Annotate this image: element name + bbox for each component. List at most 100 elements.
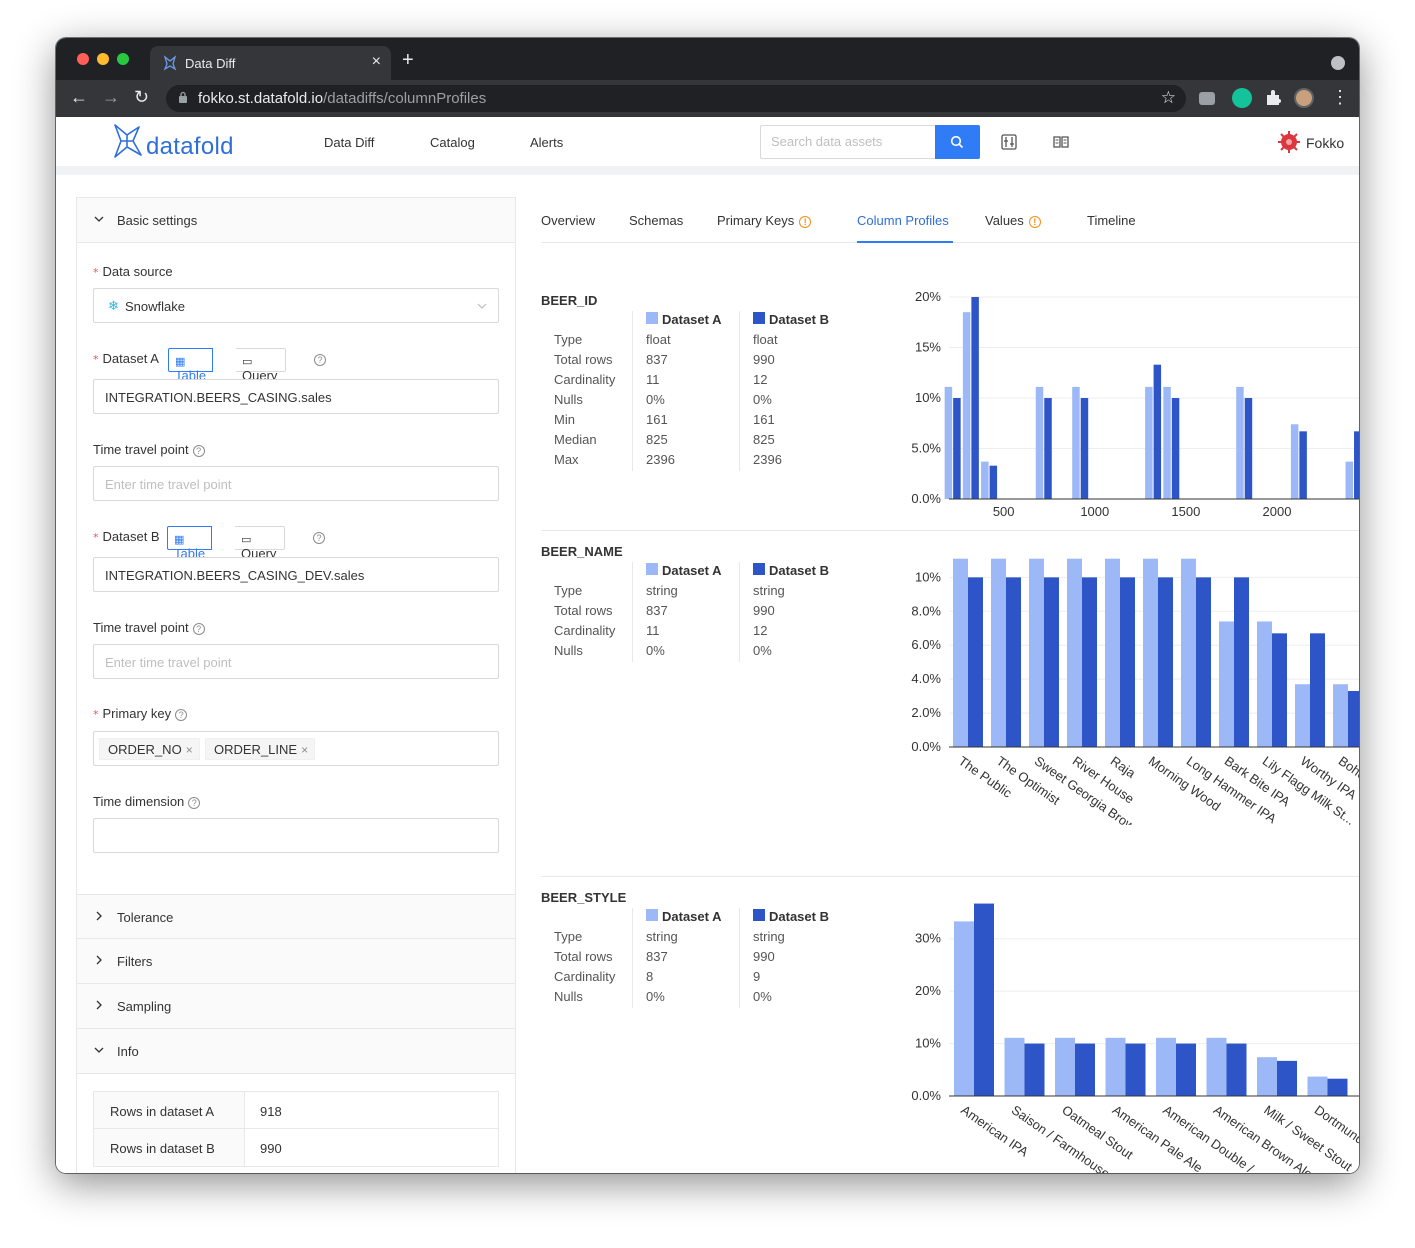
dataset-a-input[interactable]: INTEGRATION.BEERS_CASING.sales (93, 379, 499, 414)
info-value: 990 (260, 1141, 282, 1156)
search-button[interactable] (935, 125, 980, 159)
table-row: Rows in dataset A 918 (94, 1092, 498, 1129)
dataset-b-query-button[interactable]: ▭ Query (235, 526, 286, 561)
help-icon[interactable]: ? (192, 623, 205, 635)
y-tick-label: 15% (915, 340, 941, 355)
bookmark-star-icon[interactable]: ☆ (1160, 88, 1176, 107)
tab-search-icon[interactable] (1331, 56, 1345, 70)
dataset-b-table-button[interactable]: ▦ Table (167, 526, 213, 561)
reload-icon[interactable]: ↻ (134, 87, 150, 107)
nav-catalog[interactable]: Catalog (430, 135, 475, 150)
datafold-logo-icon[interactable] (111, 121, 145, 161)
time-travel-a-input[interactable]: Enter time travel point (93, 466, 499, 501)
column-divider (739, 562, 740, 662)
nav-data-diff[interactable]: Data Diff (324, 135, 375, 150)
x-tick-label: Milk / Sweet Stout (1261, 1102, 1355, 1173)
maximize-window-button[interactable] (117, 53, 129, 65)
tab-close-icon[interactable]: × (371, 53, 381, 70)
profile-avatar-icon[interactable] (1294, 88, 1314, 108)
search-input[interactable] (771, 134, 931, 149)
stat-value-a: 161 (646, 412, 668, 427)
stat-value-b: 2396 (753, 452, 782, 467)
profile-divider (541, 530, 1359, 531)
stat-value-b: 825 (753, 432, 775, 447)
tab-timeline[interactable]: Timeline (1087, 213, 1136, 228)
help-icon[interactable]: ? (313, 532, 325, 544)
section-basic-settings[interactable]: Basic settings (77, 198, 515, 243)
stat-value-a: 2396 (646, 452, 675, 467)
user-avatar-icon[interactable] (1277, 130, 1301, 154)
info-table: Rows in dataset A 918 Rows in dataset B … (93, 1091, 499, 1167)
docs-book-icon[interactable] (1052, 133, 1070, 151)
help-icon[interactable]: ? (314, 354, 326, 366)
stat-value-a: 825 (646, 432, 668, 447)
bar-dataset-a (1145, 386, 1153, 499)
back-icon[interactable]: ← (70, 87, 88, 107)
url-field[interactable]: fokko.st.datafold.io/datadiffs/columnPro… (166, 85, 1186, 112)
x-tick-label: 1500 (1171, 504, 1200, 519)
y-tick-label: 20% (915, 983, 941, 998)
stat-value-b: 161 (753, 412, 775, 427)
bar-dataset-b (1044, 577, 1059, 747)
bar-dataset-a (1333, 684, 1348, 747)
primary-key-select[interactable]: ORDER_NO × ORDER_LINE × (93, 731, 499, 766)
bar-dataset-b (1158, 577, 1173, 747)
bar-dataset-a (1105, 1037, 1126, 1096)
bar-dataset-a (1029, 558, 1044, 747)
chevron-down-icon (477, 303, 487, 309)
tab-overview[interactable]: Overview (541, 213, 596, 228)
bar-dataset-b (1171, 398, 1180, 499)
time-travel-b-label: Time travel point? (93, 620, 205, 635)
browser-tab[interactable]: Data Diff × (150, 46, 391, 80)
time-travel-b-input[interactable]: Enter time travel point (93, 644, 499, 679)
new-tab-button[interactable]: + (402, 49, 414, 71)
help-icon[interactable]: ? (188, 797, 201, 809)
bar-dataset-a (1143, 558, 1158, 747)
dataset-b-header: Dataset B (769, 563, 829, 578)
help-icon[interactable]: ? (192, 445, 205, 457)
dataset-a-table-button[interactable]: ▦ Table (168, 348, 214, 383)
stat-label: Min (554, 412, 575, 427)
tab-column-profiles[interactable]: Column Profiles (857, 213, 949, 228)
nav-alerts[interactable]: Alerts (530, 135, 564, 150)
forward-icon[interactable]: → (102, 87, 120, 107)
help-icon[interactable]: ? (175, 709, 188, 721)
logo-text[interactable]: datafold (146, 133, 234, 160)
column-divider (739, 311, 740, 471)
stat-label: Total rows (554, 352, 613, 367)
time-dimension-input[interactable] (93, 818, 499, 853)
bar-dataset-a (1105, 558, 1120, 747)
column-divider (632, 908, 633, 1008)
section-sampling[interactable]: Sampling (77, 984, 515, 1029)
close-window-button[interactable] (77, 53, 89, 65)
tab-primary-keys[interactable]: Primary Keys! (717, 213, 812, 228)
tag-close-icon[interactable]: × (301, 743, 309, 757)
tag-close-icon[interactable]: × (185, 743, 193, 757)
lock-icon (179, 91, 187, 103)
bar-dataset-b (989, 465, 998, 499)
chevron-down-icon (94, 1047, 104, 1053)
bar-dataset-a (981, 461, 989, 499)
x-tick-label: 1000 (1080, 504, 1109, 519)
bar-dataset-a (1345, 461, 1354, 499)
grammarly-extension-icon[interactable] (1232, 88, 1252, 108)
compare-icon[interactable] (1000, 133, 1018, 151)
dataset-a-query-button[interactable]: ▭ Query (236, 348, 287, 383)
time-dimension-label: Time dimension? (93, 794, 201, 809)
tab-values[interactable]: Values! (985, 213, 1041, 228)
search-icon (950, 135, 964, 149)
camera-extension-icon[interactable] (1199, 92, 1215, 105)
dataset-b-input[interactable]: INTEGRATION.BEERS_CASING_DEV.sales (93, 557, 499, 592)
section-info[interactable]: Info (77, 1029, 515, 1074)
section-filters[interactable]: Filters (77, 939, 515, 984)
section-tolerance[interactable]: Tolerance (77, 894, 515, 939)
browser-menu-icon[interactable]: ⋮ (1331, 87, 1349, 107)
user-name[interactable]: Fokko (1306, 135, 1345, 151)
bar-dataset-b (1120, 577, 1135, 747)
puzzle-extensions-icon[interactable] (1263, 88, 1283, 108)
dataset-b-value: INTEGRATION.BEERS_CASING_DEV.sales (105, 568, 365, 583)
tab-schemas[interactable]: Schemas (629, 213, 684, 228)
data-source-select[interactable]: ❄ Snowflake (93, 288, 499, 323)
minimize-window-button[interactable] (97, 53, 109, 65)
